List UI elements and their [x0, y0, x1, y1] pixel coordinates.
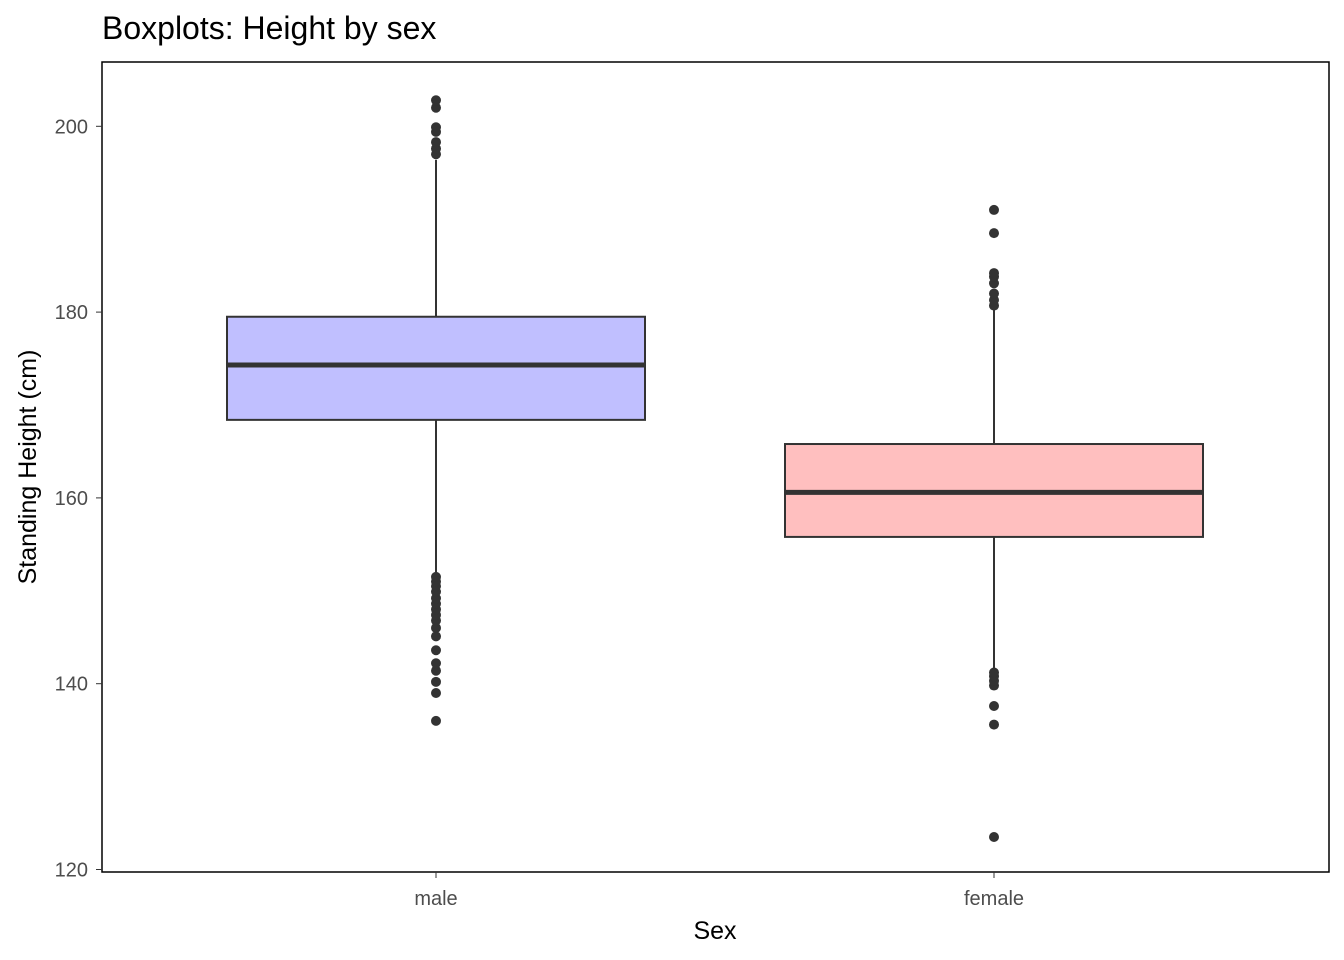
outlier-point — [431, 631, 441, 642]
outlier-point — [431, 137, 441, 148]
box-female — [784, 204, 1204, 842]
outlier-point — [431, 665, 441, 676]
outlier-point — [989, 228, 999, 239]
outlier-point — [989, 268, 999, 279]
box-male — [226, 95, 646, 726]
outlier-point — [989, 831, 999, 842]
y-tick-label: 120 — [55, 860, 88, 882]
outlier-point — [431, 645, 441, 656]
outlier-point — [989, 667, 999, 678]
y-tick-label: 140 — [55, 674, 88, 696]
outlier-point — [989, 204, 999, 215]
outlier-point — [431, 122, 441, 133]
x-axis-title: Sex — [693, 917, 737, 945]
plot-panel-border — [101, 61, 1330, 873]
boxes-layer — [226, 95, 1204, 842]
x-axis-ticks: male female — [414, 872, 1024, 910]
y-tick-label: 180 — [55, 302, 88, 324]
x-tick-label: female — [964, 888, 1024, 910]
iqr-box — [226, 315, 646, 421]
outlier-point — [431, 658, 441, 669]
outlier-point — [431, 676, 441, 687]
x-tick-label: male — [414, 888, 457, 910]
outlier-point — [431, 715, 441, 726]
outlier-point — [431, 95, 441, 106]
y-tick-label: 200 — [55, 116, 88, 138]
chart-title: Boxplots: Height by sex — [102, 10, 437, 46]
y-tick-label: 160 — [55, 488, 88, 510]
outlier-point — [989, 719, 999, 730]
outlier-point — [431, 102, 441, 113]
y-axis-ticks: 120 140 160 180 200 — [55, 116, 102, 882]
y-axis-title: Standing Height (cm) — [14, 350, 42, 585]
outlier-point — [431, 687, 441, 698]
outlier-point — [431, 622, 441, 633]
outlier-point — [989, 288, 999, 299]
outlier-point — [989, 700, 999, 711]
outlier-point — [431, 571, 441, 582]
